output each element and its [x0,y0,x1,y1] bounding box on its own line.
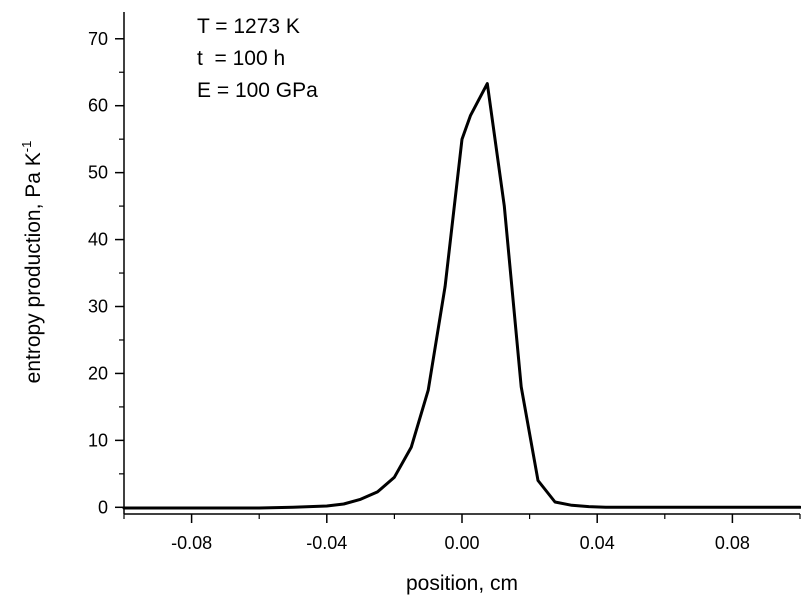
x-tick-label: 0.04 [580,533,615,553]
series-line-0 [122,82,801,510]
y-axis-title-main: entropy production, Pa K [22,152,45,383]
y-axis-title-superscript: -1 [19,141,34,153]
x-tick-label: 0.00 [444,533,479,553]
y-tick-label: 70 [88,29,108,49]
y-tick-label: 0 [98,497,108,517]
ticks-layer [115,38,801,523]
annotation-block: T = 1273 K t = 100 h E = 100 GPa [197,15,318,102]
y-tick-label: 40 [88,230,108,250]
y-axis-title: entropy production, Pa K-1 [19,141,45,384]
x-axis-title: position, cm [406,572,518,595]
tick-labels-layer: -0.08 -0.04 0.00 0.04 0.08 0 10 20 30 40 50 60 70 [88,29,750,553]
y-tick-label: 20 [88,363,108,383]
y-tick-label: 10 [88,430,108,450]
y-tick-label: 50 [88,163,108,183]
annotation-time: t = 100 h [197,47,285,70]
x-tick-label: -0.08 [171,533,212,553]
x-tick-label: -0.04 [306,533,347,553]
y-tick-label: 60 [88,96,108,116]
annotation-modulus: E = 100 GPa [197,79,318,102]
x-tick-label: 0.08 [715,533,750,553]
series-layer [122,82,801,510]
y-tick-label: 30 [88,297,108,317]
annotation-temperature: T = 1273 K [197,15,300,38]
